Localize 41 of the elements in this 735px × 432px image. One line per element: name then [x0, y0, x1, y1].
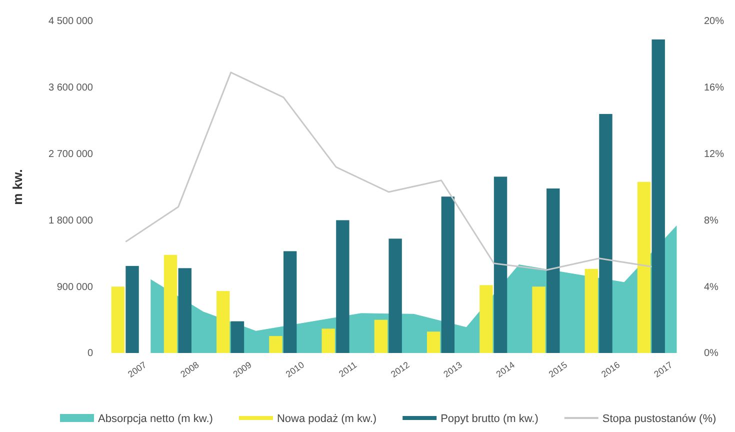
legend-label: Popyt brutto (m kw.) [440, 413, 538, 425]
bar [532, 286, 546, 353]
bar [441, 196, 455, 353]
bar [388, 238, 402, 353]
y2-tick-label: 20% [704, 16, 724, 28]
y-tick-label: 2 700 000 [48, 149, 94, 160]
bar [637, 182, 651, 353]
y-tick-label: 4 500 000 [48, 16, 94, 28]
bar [426, 332, 440, 353]
y-tick-label: 0 [87, 348, 94, 360]
bar [336, 220, 350, 353]
y2-tick-label: 8% [704, 215, 719, 226]
y-tick-label: 1 800 000 [48, 215, 94, 226]
x-tick-label: 2011 [337, 360, 359, 380]
line-series [124, 72, 652, 271]
bar [652, 39, 665, 353]
bar [283, 251, 297, 353]
bar [126, 266, 139, 353]
y2-tick-label: 4% [704, 282, 719, 293]
bar [374, 320, 388, 353]
y-tick-label: 3 600 000 [48, 82, 94, 94]
bar [599, 114, 612, 353]
y2-tick-label: 16% [704, 82, 724, 94]
bar [322, 328, 335, 353]
bar [480, 285, 493, 353]
bar [111, 286, 125, 353]
y2-tick-label: 12% [704, 149, 724, 160]
bar [269, 336, 282, 353]
bar [164, 254, 178, 353]
bar [178, 268, 192, 353]
y-tick-label: 900 000 [56, 282, 94, 293]
legend-label: Stopa pustostanów (%) [602, 413, 716, 425]
bar [546, 188, 560, 353]
bar [494, 176, 508, 353]
legend-label: Absorpcja netto (m kw.) [98, 413, 213, 425]
bar [216, 291, 230, 353]
bar [584, 268, 598, 353]
y2-tick-label: 0% [704, 348, 719, 360]
y-axis-title: m kw. [10, 169, 25, 205]
legend-label: Nowa podaż (m kw.) [276, 413, 377, 425]
bar [230, 321, 244, 353]
